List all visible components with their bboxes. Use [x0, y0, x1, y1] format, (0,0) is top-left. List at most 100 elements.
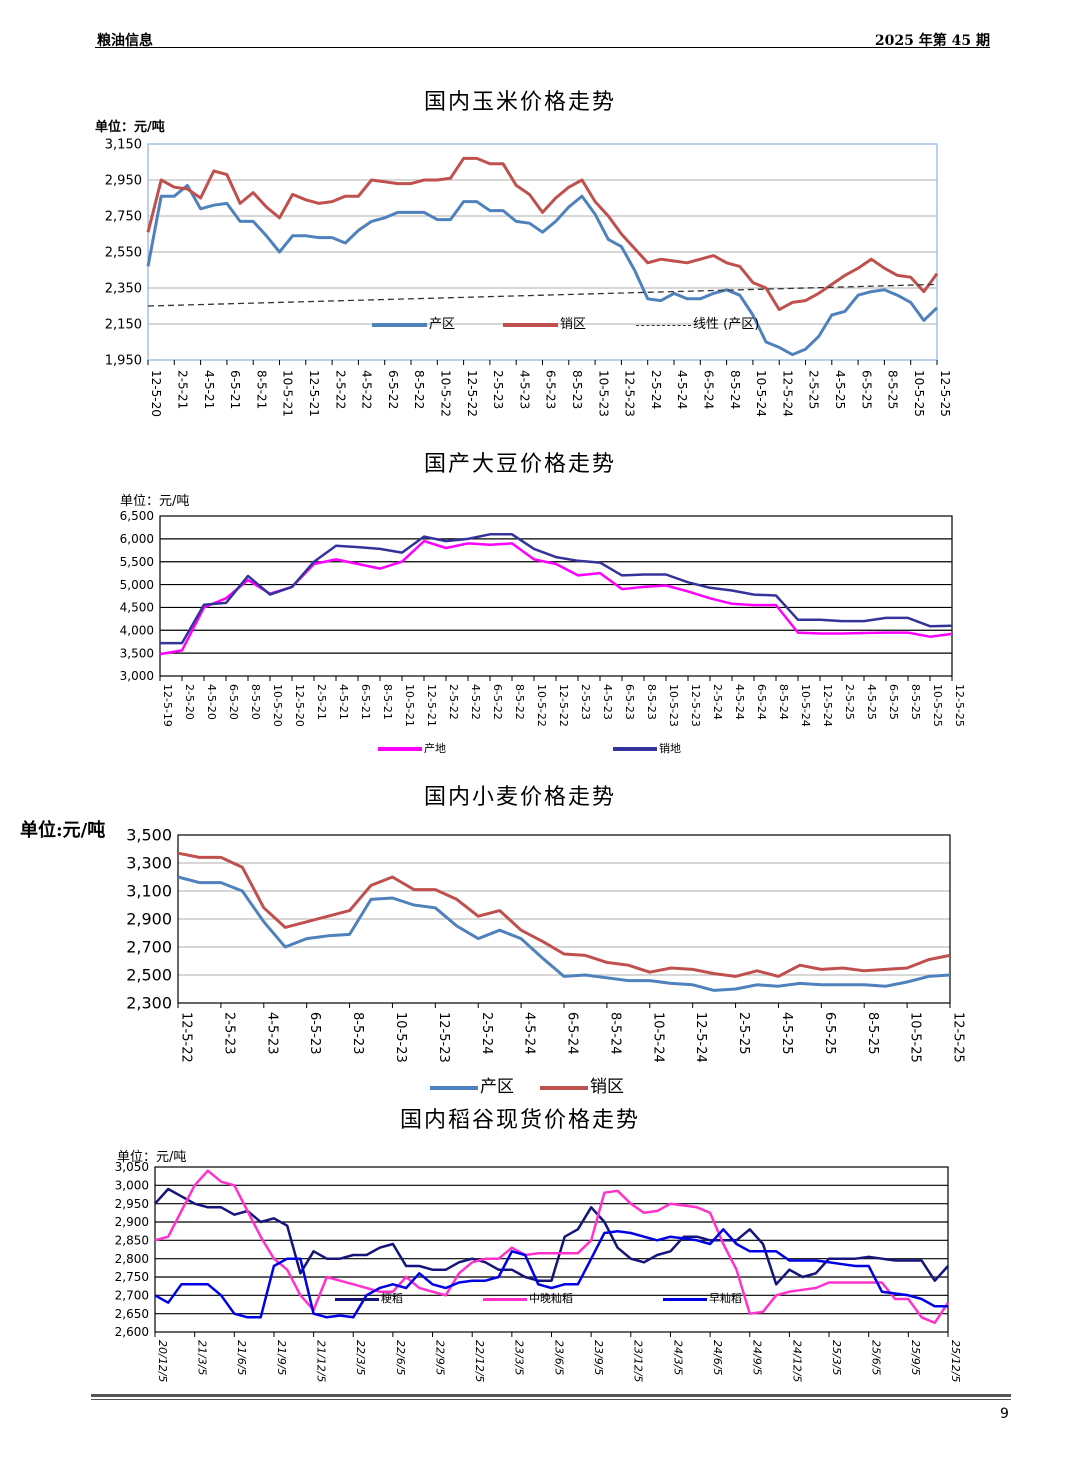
x-tick-label: 8-5-24: [607, 1012, 622, 1054]
x-tick-label: 2-5-24: [479, 1012, 494, 1054]
y-tick-label: 2,650: [115, 1307, 149, 1321]
x-tick-label: 4-5-25: [779, 1012, 794, 1054]
y-tick-label: 3,500: [120, 646, 154, 660]
x-tick-label: 10-5-21: [281, 370, 295, 417]
series-line-2-0: [177, 875, 951, 992]
x-tick-label: 8-5-21: [254, 370, 268, 409]
y-tick-label: 2,300: [126, 994, 172, 1013]
x-tick-label: 12-5-21: [307, 370, 321, 417]
x-tick-label: 4-5-25: [833, 370, 847, 409]
x-tick-label: 12-5-24: [821, 684, 834, 727]
header-rule: [95, 47, 990, 48]
legend-label: 销区: [590, 1077, 624, 1097]
legend-label: 线性 (产区): [693, 317, 760, 332]
y-tick-label: 3,150: [105, 138, 142, 153]
x-tick-label: 21/3/5: [196, 1340, 209, 1375]
x-tick-label: 8-5-25: [909, 684, 922, 720]
x-tick-label: 12-5-25: [953, 684, 966, 727]
y-tick-label: 3,000: [115, 1179, 149, 1193]
legend-swatch: [430, 1085, 478, 1090]
x-tick-label: 6-5-23: [623, 684, 636, 720]
legend-swatch: [372, 323, 427, 328]
x-tick-label: 8-5-23: [570, 370, 584, 409]
x-tick-label: 10-5-21: [403, 684, 416, 727]
x-tick-label: 6-5-25: [822, 1012, 837, 1054]
y-tick-label: 5,000: [120, 578, 154, 592]
x-tick-label: 10-5-25: [931, 684, 944, 727]
legend-item-rice-midlate-indica: 中晚籼稻: [483, 1292, 573, 1306]
y-tick-label: 2,800: [115, 1252, 149, 1266]
x-tick-label: 24/9/5: [751, 1340, 764, 1375]
x-tick-label: 12-5-23: [436, 1012, 451, 1063]
x-tick-label: 10-5-24: [650, 1012, 665, 1063]
x-tick-label: 2-5-22: [447, 684, 460, 720]
chart-title-corn: 国内玉米价格走势: [423, 90, 616, 115]
x-tick-label: 8-5-25: [865, 1012, 880, 1054]
x-tick-label: 4-5-24: [522, 1012, 537, 1054]
unit-label-wheat: 单位:元/吨: [20, 820, 106, 841]
x-tick-label: 4-5-25: [865, 684, 878, 720]
x-tick-label: 24/3/5: [671, 1340, 684, 1375]
x-tick-label: 2-5-23: [221, 1012, 236, 1054]
x-tick-label: 12-5-23: [623, 370, 637, 417]
y-tick-label: 1,950: [105, 354, 142, 369]
unit-label-soybean: 单位：元/吨: [120, 494, 190, 509]
legend-label: 产区: [480, 1077, 514, 1097]
x-tick-label: 12-5-20: [149, 370, 163, 417]
x-tick-label: 12-5-24: [780, 370, 794, 417]
x-tick-label: 2-5-23: [491, 370, 505, 409]
legend-item-soy-selling: 销地: [613, 742, 681, 756]
x-tick-label: 22/3/5: [354, 1340, 367, 1375]
y-tick-label: 2,700: [115, 1289, 149, 1303]
legend-swatch: [503, 323, 558, 328]
legend-swatch: [378, 747, 422, 752]
y-tick-label: 2,150: [105, 318, 142, 333]
y-tick-label: 3,300: [126, 854, 172, 873]
x-tick-label: 6-5-25: [859, 370, 873, 409]
x-tick-label: 2-5-25: [843, 684, 856, 720]
y-tick-label: 2,600: [115, 1325, 149, 1339]
chart-title-wheat: 国内小麦价格走势: [423, 785, 616, 810]
y-tick-label: 3,050: [115, 1160, 149, 1174]
x-tick-label: 10-5-23: [667, 684, 680, 727]
unit-label-rice: 单位：元/吨: [117, 1150, 187, 1165]
x-tick-label: 6-5-20: [227, 684, 240, 720]
x-tick-label: 12-5-24: [693, 1012, 708, 1063]
legend-label: 产区: [429, 317, 456, 332]
x-tick-label: 4-5-23: [517, 370, 531, 409]
x-tick-label: 8-5-23: [350, 1012, 365, 1054]
x-tick-label: 2-5-20: [183, 684, 196, 720]
x-tick-label: 4-5-23: [601, 684, 614, 720]
x-tick-label: 2-5-22: [333, 370, 347, 409]
series-line-3-1: [154, 1169, 950, 1325]
x-tick-label: 8-5-22: [412, 370, 426, 409]
y-tick-label: 2,550: [105, 246, 142, 261]
x-tick-label: 12-5-22: [465, 370, 479, 417]
x-tick-label: 4-5-21: [337, 684, 350, 720]
x-tick-label: 24/6/5: [711, 1340, 724, 1375]
legend-swatch: [663, 1297, 707, 1301]
legend-item-soy-producing: 产地: [378, 742, 446, 756]
y-tick-label: 2,350: [105, 282, 142, 297]
plot-area: [154, 1166, 949, 1333]
x-tick-label: 8-5-21: [381, 684, 394, 720]
x-tick-label: 2-5-23: [579, 684, 592, 720]
legend-item-corn-producing: 产区: [372, 317, 456, 333]
x-tick-label: 23/12/5: [632, 1340, 645, 1382]
y-tick-label: 4,500: [120, 601, 154, 615]
x-tick-label: 10-5-25: [908, 1012, 923, 1063]
x-tick-label: 12-5-22: [557, 684, 570, 727]
x-tick-label: 12-5-25: [951, 1012, 966, 1063]
legend-label: 中晚籼稻: [529, 1292, 573, 1305]
header-publication-name: 粮油信息: [97, 33, 153, 49]
x-tick-label: 4-5-24: [675, 370, 689, 409]
legend-swatch: [636, 324, 691, 326]
x-tick-label: 8-5-20: [249, 684, 262, 720]
x-tick-label: 8-5-22: [513, 684, 526, 720]
legend-label: 销区: [560, 317, 587, 332]
x-tick-label: 2-5-25: [736, 1012, 751, 1054]
x-tick-label: 8-5-24: [728, 370, 742, 409]
x-tick-label: 12-5-25: [938, 370, 952, 417]
legend-item-wheat-producing: 产区: [430, 1077, 514, 1098]
